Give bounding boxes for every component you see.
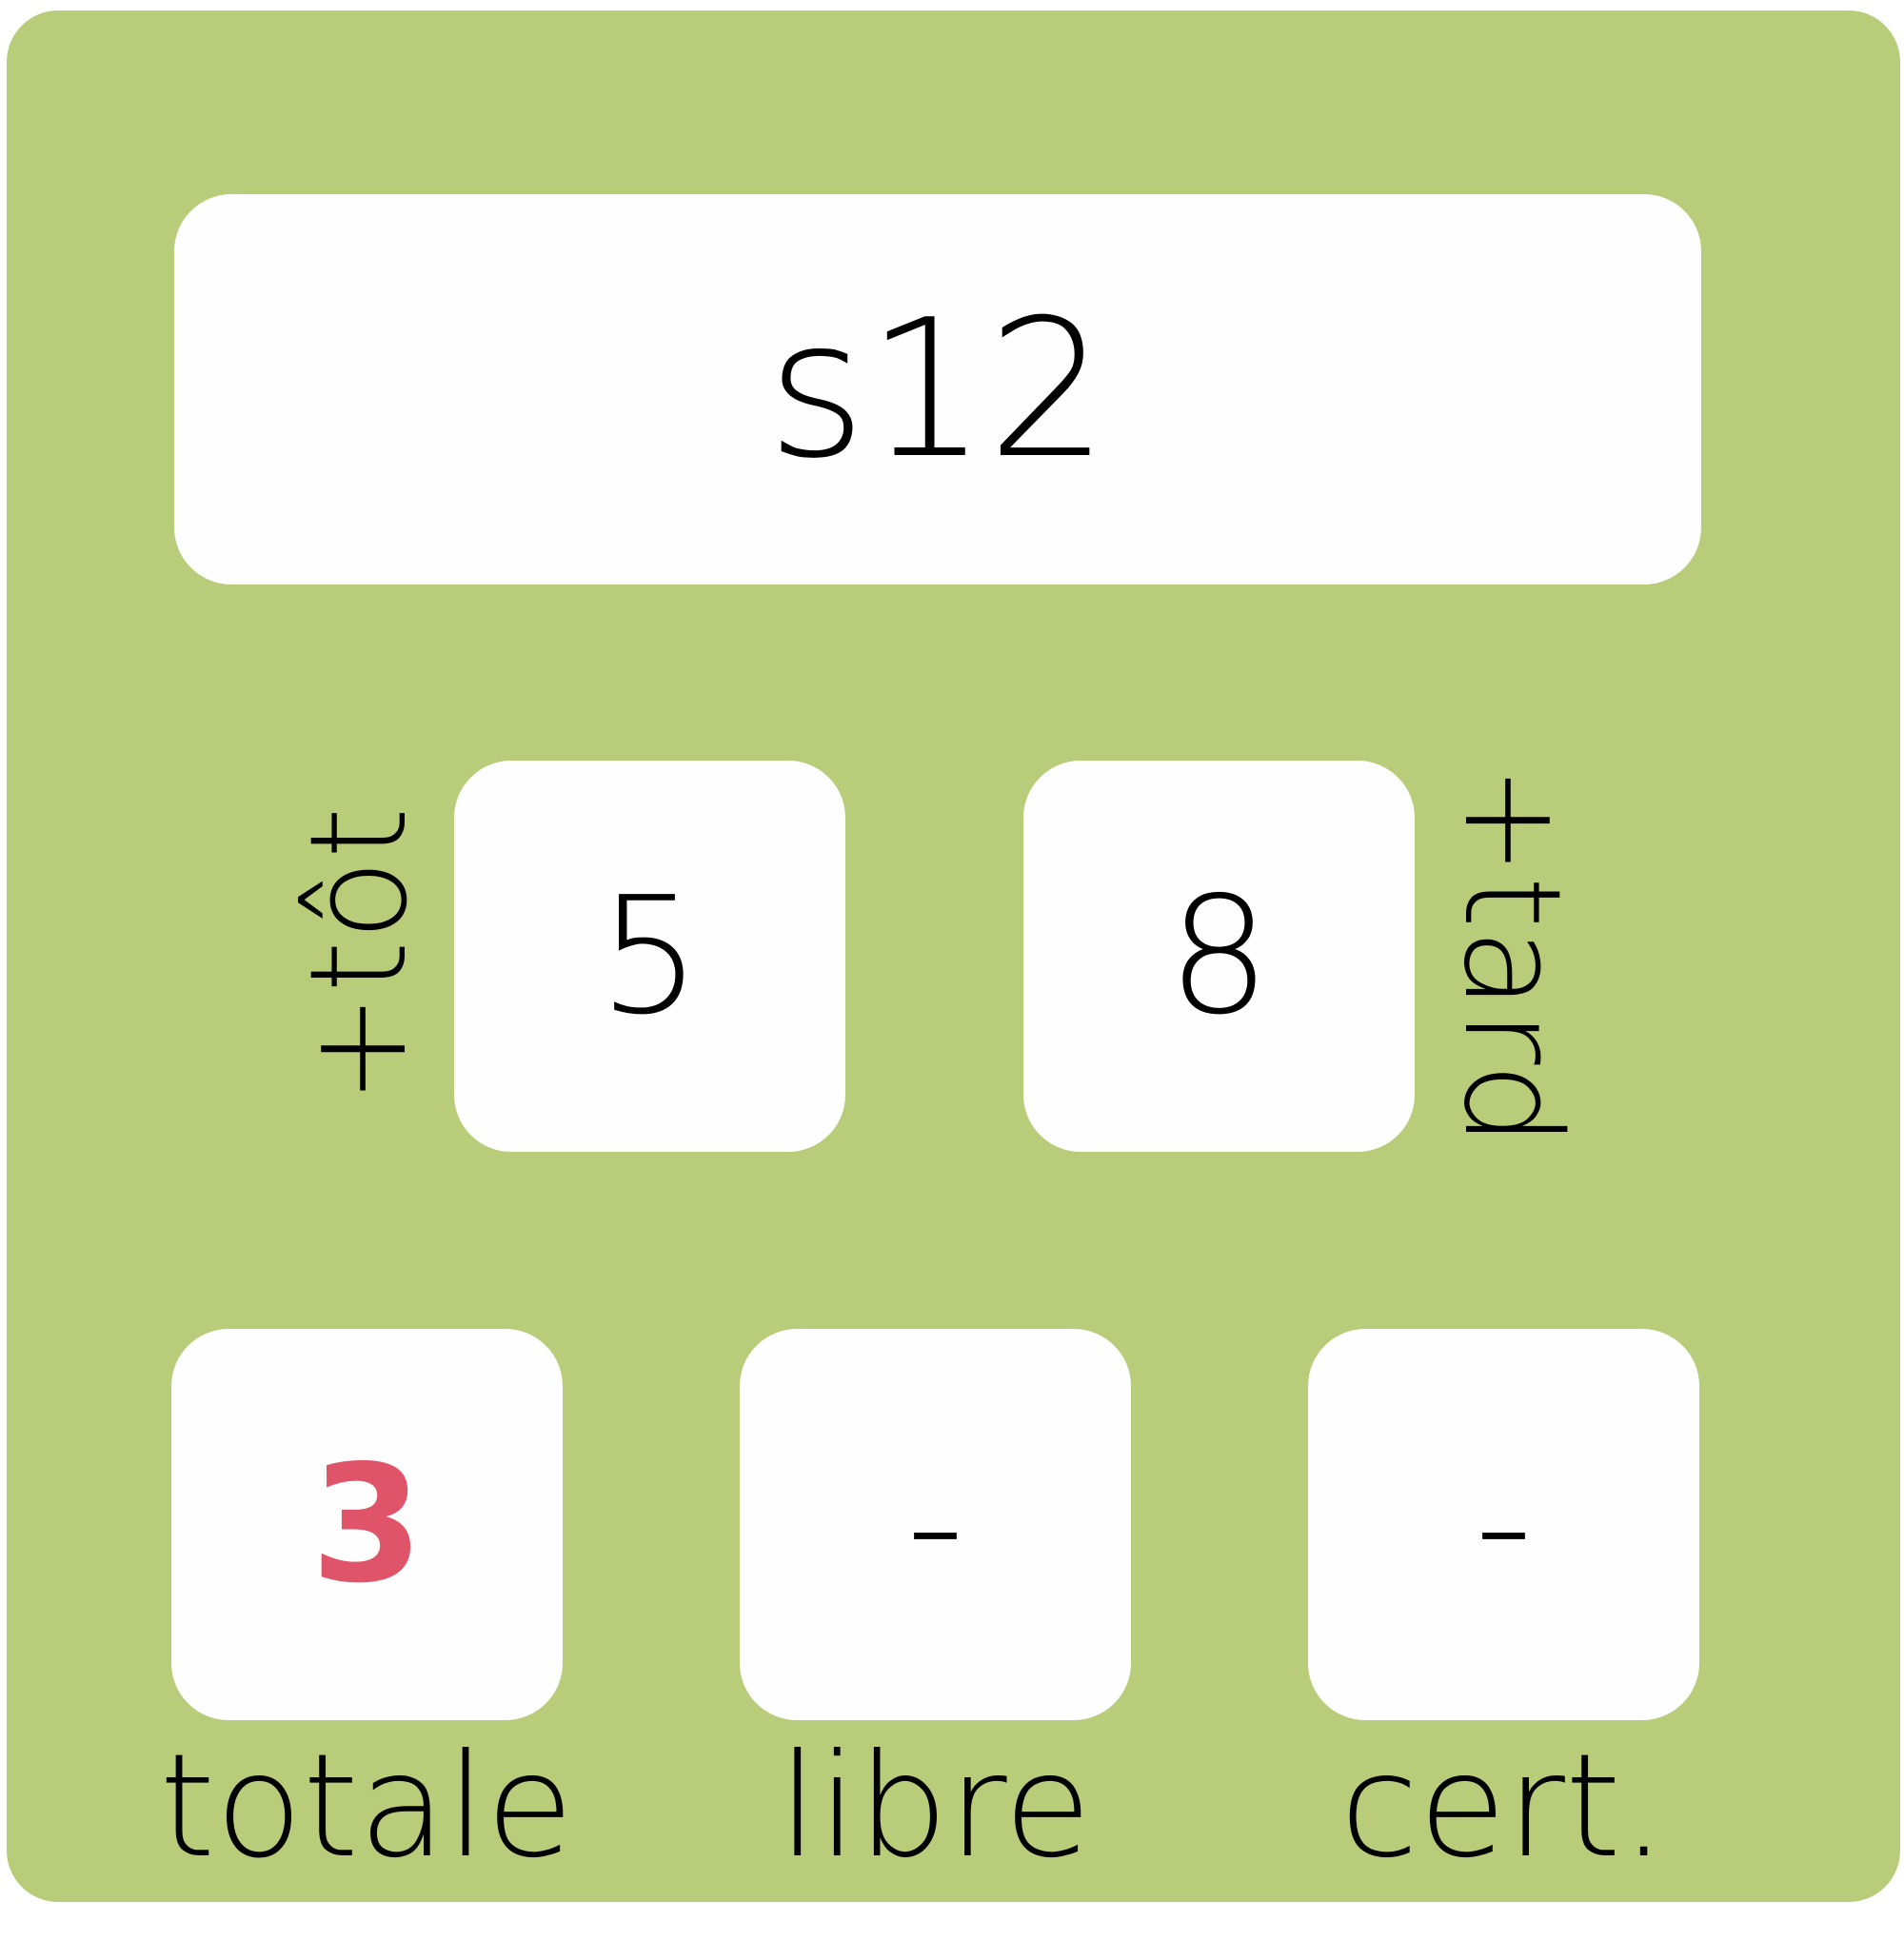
earliest-date-value: 5 [598,862,702,1051]
earliest-date-label: +tôt [282,806,437,1105]
certain-margin-box: - [1308,1329,1699,1720]
free-margin-label: libre [778,1724,1092,1890]
free-margin-box: - [740,1329,1131,1720]
task-name-box: s12 [174,194,1701,584]
certain-margin-label: cert. [1339,1724,1667,1890]
certain-margin-value: - [1474,1430,1534,1619]
total-margin-label: totale [159,1724,574,1890]
latest-date-box: 8 [1023,761,1415,1152]
task-name: s12 [766,278,1109,501]
task-node-card: s12 +tôt 5 8 +tard 3 - - totale libre ce… [7,10,1900,1902]
free-margin-value: - [905,1430,965,1619]
total-margin-value: 3 [310,1430,424,1619]
latest-date-label: +tard [1434,764,1589,1147]
earliest-date-box: 5 [454,761,845,1152]
latest-date-value: 8 [1167,862,1271,1051]
total-margin-box: 3 [171,1329,563,1720]
